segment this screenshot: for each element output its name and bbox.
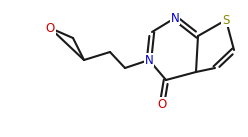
Text: O: O — [157, 98, 167, 111]
Text: N: N — [145, 54, 153, 66]
Text: O: O — [45, 22, 55, 35]
Text: N: N — [171, 12, 179, 25]
Text: S: S — [222, 14, 230, 26]
